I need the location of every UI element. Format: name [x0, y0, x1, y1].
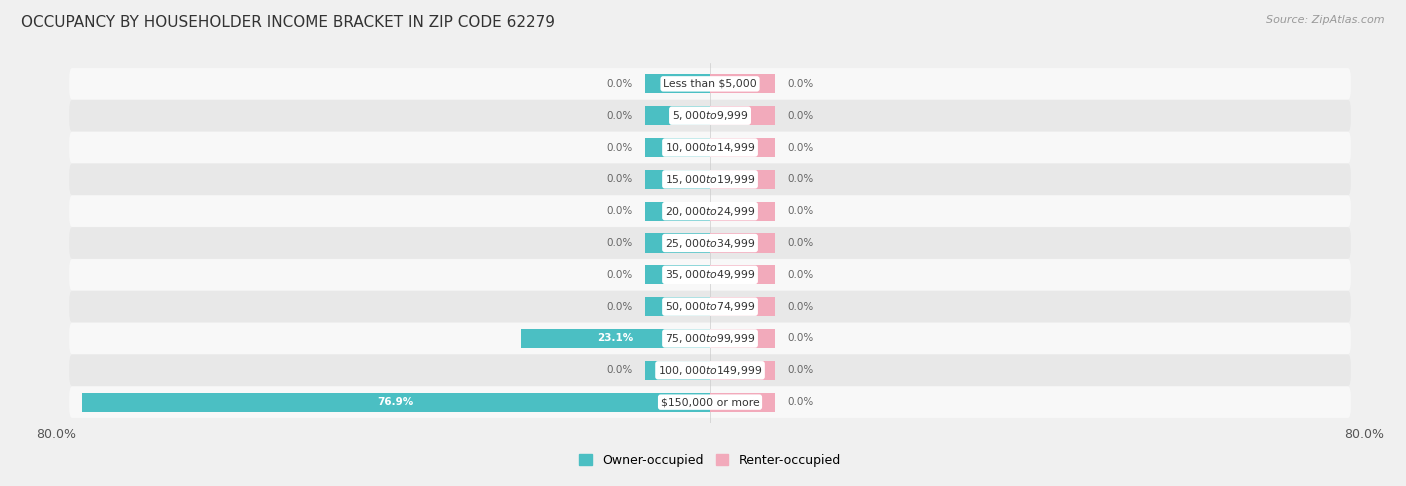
Text: 0.0%: 0.0% [606, 111, 633, 121]
Bar [644, 106, 710, 125]
FancyBboxPatch shape [69, 291, 1351, 322]
Text: $100,000 to $149,999: $100,000 to $149,999 [658, 364, 762, 377]
FancyBboxPatch shape [69, 164, 1351, 195]
Bar [710, 202, 776, 221]
Bar [644, 297, 710, 316]
Bar [522, 329, 710, 348]
Bar [710, 329, 776, 348]
Bar [82, 393, 710, 412]
Text: $15,000 to $19,999: $15,000 to $19,999 [665, 173, 755, 186]
Text: 0.0%: 0.0% [787, 302, 814, 312]
FancyBboxPatch shape [69, 132, 1351, 163]
Text: 23.1%: 23.1% [598, 333, 634, 344]
Text: $5,000 to $9,999: $5,000 to $9,999 [672, 109, 748, 122]
Text: 0.0%: 0.0% [787, 238, 814, 248]
Bar [644, 74, 710, 93]
Bar [644, 265, 710, 284]
FancyBboxPatch shape [69, 195, 1351, 227]
Text: Source: ZipAtlas.com: Source: ZipAtlas.com [1267, 15, 1385, 25]
Bar [644, 233, 710, 253]
Text: $25,000 to $34,999: $25,000 to $34,999 [665, 237, 755, 249]
Text: $50,000 to $74,999: $50,000 to $74,999 [665, 300, 755, 313]
Text: 0.0%: 0.0% [787, 174, 814, 184]
Text: Less than $5,000: Less than $5,000 [664, 79, 756, 89]
Text: 0.0%: 0.0% [787, 142, 814, 153]
Text: 0.0%: 0.0% [787, 365, 814, 375]
Bar [710, 361, 776, 380]
Text: $150,000 or more: $150,000 or more [661, 397, 759, 407]
Bar [710, 106, 776, 125]
FancyBboxPatch shape [69, 355, 1351, 386]
Bar [710, 74, 776, 93]
FancyBboxPatch shape [69, 259, 1351, 291]
Bar [644, 202, 710, 221]
Text: 76.9%: 76.9% [378, 397, 413, 407]
Text: 0.0%: 0.0% [606, 270, 633, 280]
Text: 0.0%: 0.0% [787, 206, 814, 216]
FancyBboxPatch shape [69, 323, 1351, 354]
Bar [644, 361, 710, 380]
Text: $20,000 to $24,999: $20,000 to $24,999 [665, 205, 755, 218]
Bar [710, 233, 776, 253]
Bar [644, 138, 710, 157]
Text: 0.0%: 0.0% [606, 238, 633, 248]
Text: 0.0%: 0.0% [606, 206, 633, 216]
FancyBboxPatch shape [69, 227, 1351, 259]
Text: OCCUPANCY BY HOUSEHOLDER INCOME BRACKET IN ZIP CODE 62279: OCCUPANCY BY HOUSEHOLDER INCOME BRACKET … [21, 15, 555, 30]
Legend: Owner-occupied, Renter-occupied: Owner-occupied, Renter-occupied [579, 454, 841, 467]
Text: 0.0%: 0.0% [787, 397, 814, 407]
Text: 0.0%: 0.0% [787, 79, 814, 89]
Text: 0.0%: 0.0% [606, 365, 633, 375]
Text: 0.0%: 0.0% [606, 302, 633, 312]
Bar [710, 393, 776, 412]
FancyBboxPatch shape [69, 386, 1351, 418]
FancyBboxPatch shape [69, 100, 1351, 131]
Text: $75,000 to $99,999: $75,000 to $99,999 [665, 332, 755, 345]
Bar [710, 297, 776, 316]
FancyBboxPatch shape [69, 68, 1351, 100]
Bar [644, 170, 710, 189]
Text: $10,000 to $14,999: $10,000 to $14,999 [665, 141, 755, 154]
Text: 0.0%: 0.0% [606, 174, 633, 184]
Bar [710, 170, 776, 189]
Text: 0.0%: 0.0% [606, 142, 633, 153]
Text: $35,000 to $49,999: $35,000 to $49,999 [665, 268, 755, 281]
Bar [710, 138, 776, 157]
Text: 0.0%: 0.0% [787, 333, 814, 344]
Text: 0.0%: 0.0% [787, 111, 814, 121]
Text: 0.0%: 0.0% [606, 79, 633, 89]
Bar [710, 265, 776, 284]
Text: 0.0%: 0.0% [787, 270, 814, 280]
